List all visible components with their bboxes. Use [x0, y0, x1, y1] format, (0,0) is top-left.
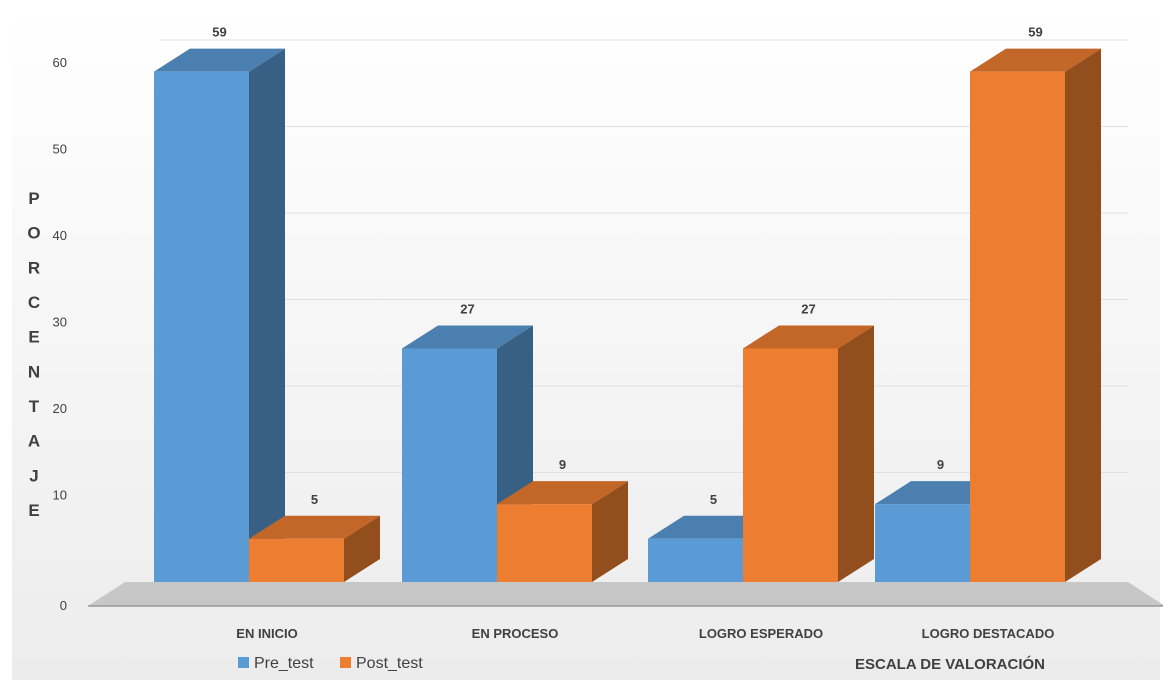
bar-front: [497, 504, 592, 582]
y-tick-label: 10: [53, 488, 67, 503]
y-tick-label: 30: [53, 315, 67, 330]
y-axis-title-letter: N: [28, 362, 40, 381]
bar-front: [743, 348, 838, 582]
bar-top: [970, 48, 1101, 72]
legend-label: Pre_test: [254, 655, 314, 672]
bar-top: [402, 325, 533, 349]
y-tick-label: 40: [53, 228, 67, 243]
y-axis-title-letter: J: [29, 466, 38, 485]
bar-post-test: 27: [743, 301, 874, 582]
data-label: 27: [801, 301, 815, 316]
data-label: 59: [212, 25, 226, 40]
data-label: 59: [1028, 25, 1042, 40]
x-category-label: EN INICIO: [236, 626, 297, 641]
x-axis-title: ESCALA DE VALORACIÓN: [855, 655, 1045, 673]
bar-front: [875, 504, 970, 582]
y-tick-label: 20: [53, 401, 67, 416]
legend-item: Post_test: [340, 655, 423, 672]
legend-label: Post_test: [356, 655, 423, 672]
y-tick-label: 50: [53, 142, 67, 157]
y-tick-label: 0: [60, 598, 67, 613]
y-axis-title-letter: E: [28, 328, 39, 347]
bar-pre-test: 27: [402, 301, 533, 582]
y-axis-title-letter: A: [28, 432, 40, 451]
x-category-label: LOGRO DESTACADO: [922, 626, 1055, 641]
y-axis-title-letter: O: [27, 224, 40, 243]
y-axis-title-letter: T: [29, 397, 40, 416]
data-label: 5: [311, 492, 318, 507]
y-axis-title-letter: R: [28, 258, 40, 277]
bar-top: [743, 325, 874, 349]
y-axis-title-letter: E: [28, 501, 39, 520]
bar-front: [249, 538, 344, 582]
bar-side: [249, 48, 285, 582]
floor: [88, 582, 1163, 606]
data-label: 27: [460, 301, 474, 316]
bar-post-test: 5: [249, 492, 380, 582]
bar-side: [1065, 48, 1101, 582]
data-label: 9: [559, 457, 566, 472]
y-axis-title-letter: C: [28, 293, 40, 312]
x-category-label: EN PROCESO: [472, 626, 559, 641]
legend-swatch: [238, 657, 249, 668]
bar-front: [402, 348, 497, 582]
data-label: 5: [710, 492, 717, 507]
bar-front: [154, 71, 249, 583]
legend-swatch: [340, 657, 351, 668]
bar-front: [970, 71, 1065, 583]
bar-side: [838, 325, 874, 582]
bar-post-test: 59: [970, 25, 1101, 583]
bar-side: [592, 481, 628, 582]
bar-top: [154, 48, 285, 72]
bar-top: [497, 481, 628, 505]
legend-item: Pre_test: [238, 655, 314, 672]
bar-front: [648, 538, 743, 582]
bar-side: [344, 515, 380, 582]
x-category-label: LOGRO ESPERADO: [699, 626, 823, 641]
data-label: 9: [937, 457, 944, 472]
y-axis-title-letter: P: [28, 189, 39, 208]
y-tick-label: 60: [53, 55, 67, 70]
bar-post-test: 9: [497, 457, 628, 582]
bar-top: [249, 515, 380, 539]
bar-pre-test: 59: [154, 25, 285, 583]
